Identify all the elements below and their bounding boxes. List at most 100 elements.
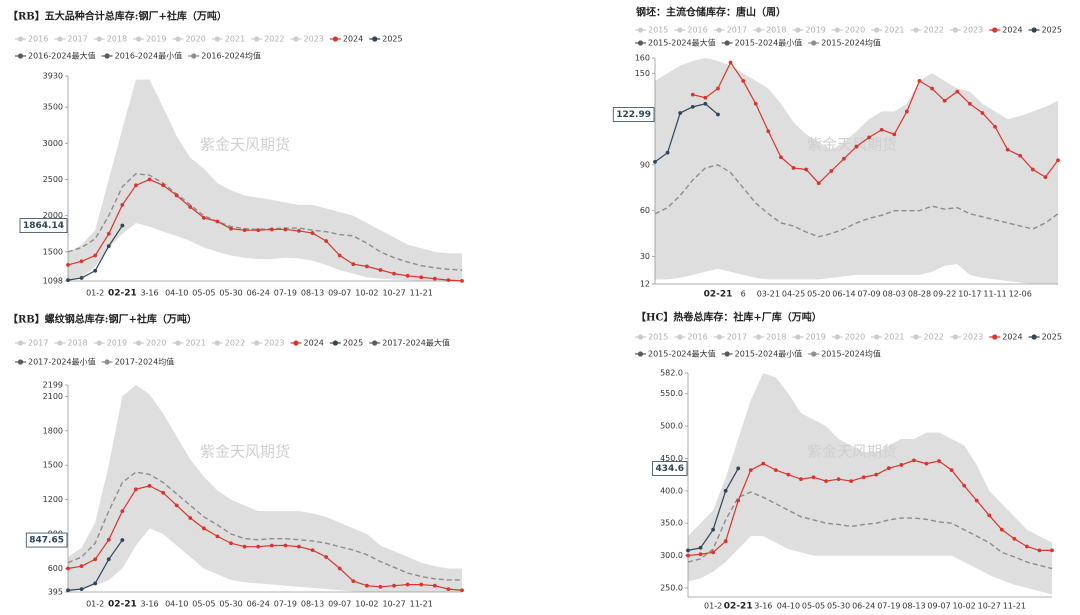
series-point bbox=[1018, 153, 1023, 158]
legend-marker bbox=[191, 53, 197, 59]
y-tick-label: 2100 bbox=[43, 392, 63, 401]
series-point bbox=[161, 183, 166, 188]
series-point bbox=[66, 588, 70, 593]
x-tick-label: 10-27 bbox=[382, 289, 405, 298]
series-line bbox=[67, 471, 462, 581]
legend-marker bbox=[952, 334, 958, 340]
value-box bbox=[652, 461, 688, 476]
range-band bbox=[68, 79, 462, 281]
y-tick-label: 250.0 bbox=[660, 583, 683, 592]
legend-marker bbox=[724, 351, 730, 357]
legend-marker bbox=[57, 36, 63, 42]
legend-marker bbox=[952, 27, 958, 33]
legend-marker bbox=[992, 27, 998, 33]
series-point bbox=[242, 544, 247, 549]
legend-marker bbox=[104, 53, 110, 59]
series-point bbox=[297, 229, 301, 233]
series-point bbox=[310, 231, 315, 235]
legend-label: 2015-2024最大值 bbox=[648, 38, 716, 48]
y-tick-label: 60 bbox=[640, 206, 650, 215]
legend-marker bbox=[17, 53, 24, 59]
y-tick-label: 395 bbox=[48, 588, 63, 597]
y-tick-label: 450.0 bbox=[660, 454, 683, 463]
series-point bbox=[861, 475, 866, 480]
legend-marker bbox=[57, 340, 63, 346]
series-point bbox=[66, 566, 70, 571]
series-line bbox=[654, 164, 1059, 238]
legend-label: 2023 bbox=[963, 26, 983, 35]
series-point bbox=[912, 458, 916, 463]
x-tick-label: 10-27 bbox=[978, 602, 1001, 611]
y-tick-label: 1800 bbox=[43, 426, 63, 435]
x-tick-label: 07-19 bbox=[877, 602, 900, 611]
legend-label: 2024 bbox=[1002, 26, 1022, 35]
y-tick-label: 1500 bbox=[43, 461, 63, 470]
legend-label: 2017 bbox=[727, 26, 747, 35]
legend-marker bbox=[834, 27, 840, 33]
chart-title: 钢坯：主流仓储库存：唐山（周） bbox=[636, 6, 786, 19]
x-tick-label: 04-10 bbox=[165, 289, 188, 298]
x-tick-label: 02-21 bbox=[724, 602, 753, 612]
legend-marker bbox=[811, 351, 817, 357]
legend-marker bbox=[372, 36, 378, 42]
x-tick-label: 11-21 bbox=[410, 289, 433, 298]
series-point bbox=[1030, 167, 1035, 172]
series-point bbox=[79, 276, 84, 280]
legend-label: 2015 bbox=[648, 26, 668, 35]
y-tick-label: 1098 bbox=[43, 277, 63, 286]
legend-marker bbox=[795, 334, 801, 340]
series-point bbox=[1012, 536, 1017, 541]
series-point bbox=[256, 544, 261, 549]
series-point bbox=[1056, 158, 1060, 163]
legend-marker bbox=[372, 340, 378, 346]
series-point bbox=[120, 223, 125, 228]
legend-label: 2016-2024最大值 bbox=[28, 51, 96, 61]
series-point bbox=[686, 548, 690, 553]
legend-marker bbox=[96, 36, 102, 42]
series-line bbox=[67, 485, 463, 591]
series-point bbox=[949, 468, 954, 473]
series-point bbox=[229, 541, 233, 546]
value-box bbox=[19, 218, 68, 233]
legend-label: 2016 bbox=[28, 35, 48, 44]
legend-label: 2025 bbox=[1042, 333, 1062, 342]
legend-label: 2020 bbox=[185, 35, 205, 44]
legend-marker bbox=[17, 36, 24, 42]
series-point bbox=[283, 543, 288, 548]
x-tick-label: 05-05 bbox=[802, 602, 825, 611]
x-tick-label: 08-13 bbox=[902, 602, 925, 611]
legend-label: 2025 bbox=[343, 339, 363, 348]
series-point bbox=[188, 205, 193, 209]
legend-label: 2017-2024最小值 bbox=[28, 357, 96, 367]
y-tick-label: 150 bbox=[635, 69, 650, 78]
series-point bbox=[106, 557, 111, 562]
series-point bbox=[242, 228, 247, 233]
x-tick-label: 05-05 bbox=[192, 600, 215, 609]
x-tick-label: 08-28 bbox=[908, 290, 931, 299]
series-point bbox=[842, 156, 846, 161]
y-tick-label: 1200 bbox=[43, 495, 63, 504]
series-point bbox=[804, 167, 809, 172]
x-tick-label: 10-02 bbox=[355, 289, 378, 298]
series-point bbox=[930, 86, 934, 91]
series-point bbox=[364, 583, 369, 588]
series-point bbox=[134, 487, 138, 492]
series-point bbox=[987, 513, 992, 518]
x-tick-label: 11-21 bbox=[410, 600, 433, 609]
x-tick-label: 3-16 bbox=[754, 602, 772, 611]
series-point bbox=[967, 101, 972, 106]
series-line bbox=[67, 172, 463, 271]
series-point bbox=[1050, 548, 1054, 553]
legend-label: 2015-2024最小值 bbox=[735, 38, 803, 48]
series-point bbox=[892, 132, 897, 137]
range-band bbox=[655, 58, 1058, 284]
series-point bbox=[324, 239, 329, 243]
y-tick-label: 30 bbox=[640, 252, 650, 261]
x-tick-label: 08-03 bbox=[883, 290, 906, 299]
range-band bbox=[68, 385, 462, 592]
series-point bbox=[829, 169, 834, 173]
series-point bbox=[761, 461, 766, 466]
legend-label: 2018 bbox=[766, 333, 786, 342]
series-point bbox=[716, 112, 720, 117]
